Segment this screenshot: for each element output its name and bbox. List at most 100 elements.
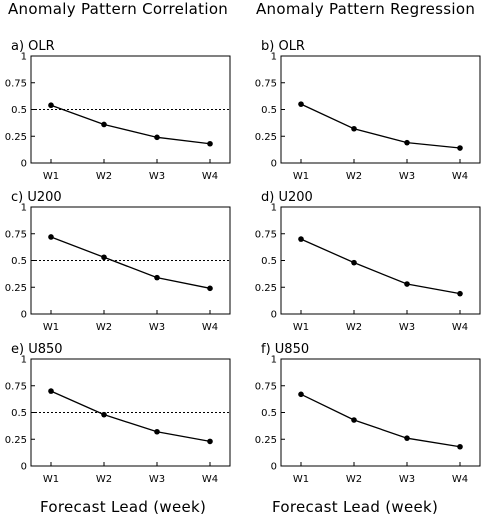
x-tick-label: W2 xyxy=(96,322,112,333)
y-tick-label: 0.25 xyxy=(5,435,27,446)
x-tick-label: W1 xyxy=(293,322,309,333)
y-tick-label: 0.5 xyxy=(261,105,277,116)
x-tick-label: W4 xyxy=(202,322,218,333)
panel-label: f) U850 xyxy=(261,342,309,357)
y-tick-label: 1 xyxy=(21,355,27,366)
y-tick-label: 0 xyxy=(21,310,27,321)
x-tick-label: W2 xyxy=(346,474,362,485)
panel-label: e) U850 xyxy=(11,342,63,357)
panel-label: c) U200 xyxy=(11,190,62,205)
x-tick-label: W3 xyxy=(149,474,165,485)
y-tick-label: 0 xyxy=(21,159,27,170)
x-tick-label: W1 xyxy=(293,171,309,182)
x-axis-title-left: Forecast Lead (week) xyxy=(40,498,207,516)
x-tick-label: W3 xyxy=(149,171,165,182)
y-tick-label: 1 xyxy=(271,52,277,63)
data-point xyxy=(101,411,107,418)
column-title-regression: Anomaly Pattern Regression xyxy=(256,0,476,18)
y-tick-label: 0.5 xyxy=(11,256,27,267)
x-tick-label: W1 xyxy=(43,171,59,182)
chart-panel-5: 0 0.25 0.5 0.75 1 W1 W2 W3 W4 e) U850 xyxy=(5,342,231,485)
data-point xyxy=(351,125,357,132)
y-tick-label: 0 xyxy=(271,159,277,170)
plot-frame xyxy=(280,206,481,315)
panel-label: a) OLR xyxy=(11,39,55,54)
x-tick-label: W3 xyxy=(399,171,415,182)
y-tick-label: 0.5 xyxy=(11,408,27,419)
data-point xyxy=(207,285,213,292)
column-title-correlation: Anomaly Pattern Correlation xyxy=(8,0,229,18)
y-tick-label: 0.75 xyxy=(255,78,277,89)
x-tick-label: W4 xyxy=(452,474,468,485)
x-tick-label: W4 xyxy=(452,171,468,182)
y-tick-label: 0.25 xyxy=(5,132,27,143)
series-line xyxy=(50,104,211,145)
chart-panel-3: 0 0.25 0.5 0.75 1 W1 W2 W3 W4 c) U200 xyxy=(5,190,231,333)
series-line xyxy=(50,390,211,443)
y-tick-label: 1 xyxy=(21,203,27,214)
x-tick-label: W1 xyxy=(43,322,59,333)
chart-panel-4: 0 0.25 0.5 0.75 1 W1 W2 W3 W4 d) U200 xyxy=(255,190,481,333)
data-point xyxy=(207,140,213,147)
y-tick-label: 0.5 xyxy=(261,408,277,419)
data-point xyxy=(457,443,463,450)
y-tick-label: 0 xyxy=(271,310,277,321)
y-tick-label: 0.25 xyxy=(255,283,277,294)
series-line xyxy=(300,393,461,448)
x-tick-label: W3 xyxy=(399,322,415,333)
data-point xyxy=(351,259,357,266)
x-tick-label: W4 xyxy=(202,171,218,182)
y-tick-label: 0 xyxy=(271,462,277,473)
plot-frame xyxy=(280,358,481,467)
x-tick-label: W1 xyxy=(43,474,59,485)
series-line xyxy=(300,103,461,149)
y-tick-label: 0.5 xyxy=(261,256,277,267)
y-tick-label: 0.75 xyxy=(5,381,27,392)
y-tick-label: 0.75 xyxy=(5,229,27,240)
y-tick-label: 0.75 xyxy=(5,78,27,89)
y-tick-label: 0.5 xyxy=(11,105,27,116)
x-tick-label: W4 xyxy=(452,322,468,333)
data-point xyxy=(101,254,107,261)
x-tick-label: W2 xyxy=(96,171,112,182)
x-tick-label: W2 xyxy=(96,474,112,485)
data-point xyxy=(404,281,410,287)
y-tick-label: 0.25 xyxy=(255,132,277,143)
chart-panel-2: 0 0.25 0.5 0.75 1 W1 W2 W3 W4 b) OLR xyxy=(255,39,481,182)
data-point xyxy=(404,139,410,146)
x-tick-label: W2 xyxy=(346,322,362,333)
data-point xyxy=(351,417,357,423)
data-point xyxy=(298,391,304,398)
x-tick-label: W1 xyxy=(293,474,309,485)
y-tick-label: 0.25 xyxy=(5,283,27,294)
data-point xyxy=(154,428,160,435)
panel-label: d) U200 xyxy=(261,190,313,205)
series-line xyxy=(50,236,211,289)
y-tick-label: 1 xyxy=(271,355,277,366)
data-point xyxy=(48,102,54,109)
data-point xyxy=(154,274,160,281)
series-line xyxy=(300,238,461,295)
data-point xyxy=(48,234,54,240)
y-tick-label: 0.75 xyxy=(255,381,277,392)
y-tick-label: 0.75 xyxy=(255,229,277,240)
y-tick-label: 0.25 xyxy=(255,435,277,446)
x-axis-title-right: Forecast Lead (week) xyxy=(272,498,439,516)
data-point xyxy=(298,236,304,242)
x-tick-label: W3 xyxy=(399,474,415,485)
chart-panel-1: 0 0.25 0.5 0.75 1 W1 W2 W3 W4 a) OLR xyxy=(5,39,231,182)
data-point xyxy=(207,438,213,445)
data-point xyxy=(48,388,54,394)
data-point xyxy=(457,290,463,297)
y-tick-label: 0 xyxy=(21,462,27,473)
x-tick-label: W4 xyxy=(202,474,218,485)
data-point xyxy=(154,134,160,141)
data-point xyxy=(101,121,107,128)
data-point xyxy=(404,435,410,441)
x-tick-label: W2 xyxy=(346,171,362,182)
chart-panel-6: 0 0.25 0.5 0.75 1 W1 W2 W3 W4 f) U850 xyxy=(255,342,481,485)
data-point xyxy=(457,145,463,151)
panel-label: b) OLR xyxy=(261,39,305,54)
y-tick-label: 1 xyxy=(271,203,277,214)
